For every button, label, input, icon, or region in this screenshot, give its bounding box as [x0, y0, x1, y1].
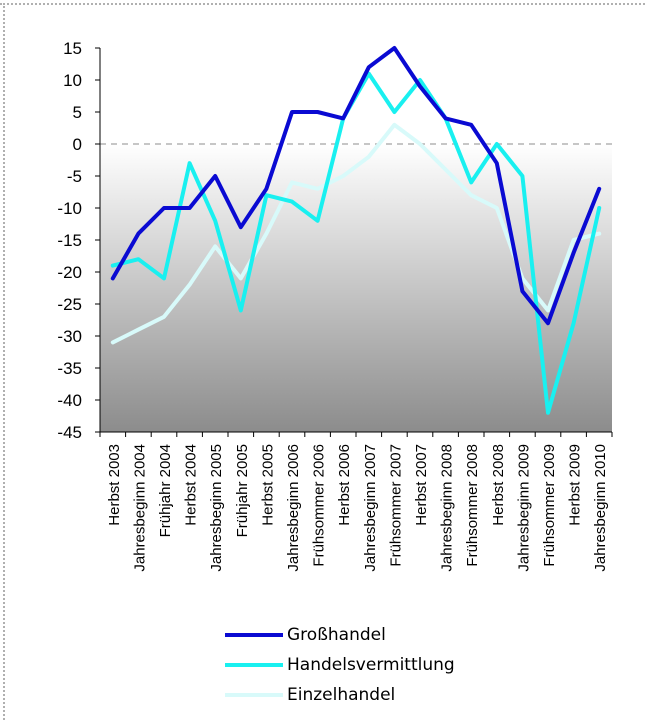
legend-item: Handelsvermittlung	[225, 650, 455, 680]
x-tick-label: Jahresbeginn 2007	[362, 444, 379, 572]
plot-area	[100, 48, 612, 432]
y-tick-label: -45	[57, 423, 82, 442]
x-tick-label: Frühsommer 2007	[387, 444, 404, 567]
x-tick-label: Herbst 2003	[106, 444, 123, 526]
y-tick-label: 10	[63, 71, 82, 90]
y-tick-label: -10	[57, 199, 82, 218]
legend: Großhandel Handelsvermittlung Einzelhandel	[225, 620, 455, 710]
y-tick-label: 15	[63, 39, 82, 58]
y-tick-label: -20	[57, 263, 82, 282]
x-tick-label: Jahresbeginn 2006	[285, 444, 302, 572]
x-tick-label: Herbst 2009	[567, 444, 584, 526]
x-tick-label: Herbst 2008	[490, 444, 507, 526]
legend-swatch	[225, 633, 283, 637]
series-line-1	[110, 46, 602, 326]
y-tick-label: -25	[57, 295, 82, 314]
y-tick-label: 0	[73, 135, 82, 154]
x-tick-label: Frühsommer 2008	[464, 444, 481, 567]
legend-swatch	[225, 663, 283, 667]
legend-label: Einzelhandel	[287, 685, 396, 705]
x-tick-label: Herbst 2005	[259, 444, 276, 526]
x-tick-label: Jahresbeginn 2004	[131, 444, 148, 572]
x-tick-label: Frühsommer 2006	[311, 444, 328, 567]
x-tick-label: Herbst 2004	[183, 444, 200, 526]
x-tick-label: Jahresbeginn 2005	[208, 444, 225, 572]
y-tick-label: -15	[57, 231, 82, 250]
frame-border-top	[0, 3, 645, 5]
y-tick-label: -5	[67, 167, 82, 186]
x-tick-label: Herbst 2006	[336, 444, 353, 526]
x-tick-label: Jahresbeginn 2008	[439, 444, 456, 572]
legend-label: Handelsvermittlung	[287, 655, 455, 675]
x-tick-label: Herbst 2007	[413, 444, 430, 526]
x-tick-label: Jahresbeginn 2010	[592, 444, 609, 572]
legend-item: Einzelhandel	[225, 680, 455, 710]
frame-border-left	[3, 3, 5, 720]
x-tick-label: Frühjahr 2004	[157, 444, 174, 537]
y-tick-label: 5	[73, 103, 82, 122]
y-tick-label: -30	[57, 327, 82, 346]
x-tick-label: Frühjahr 2005	[234, 444, 251, 537]
x-tick-label: Frühsommer 2009	[541, 444, 558, 567]
legend-item: Großhandel	[225, 620, 455, 650]
legend-label: Großhandel	[287, 625, 386, 645]
y-tick-label: -40	[57, 391, 82, 410]
x-tick-label: Jahresbeginn 2009	[515, 444, 532, 572]
legend-swatch	[225, 693, 283, 697]
y-tick-label: -35	[57, 359, 82, 378]
